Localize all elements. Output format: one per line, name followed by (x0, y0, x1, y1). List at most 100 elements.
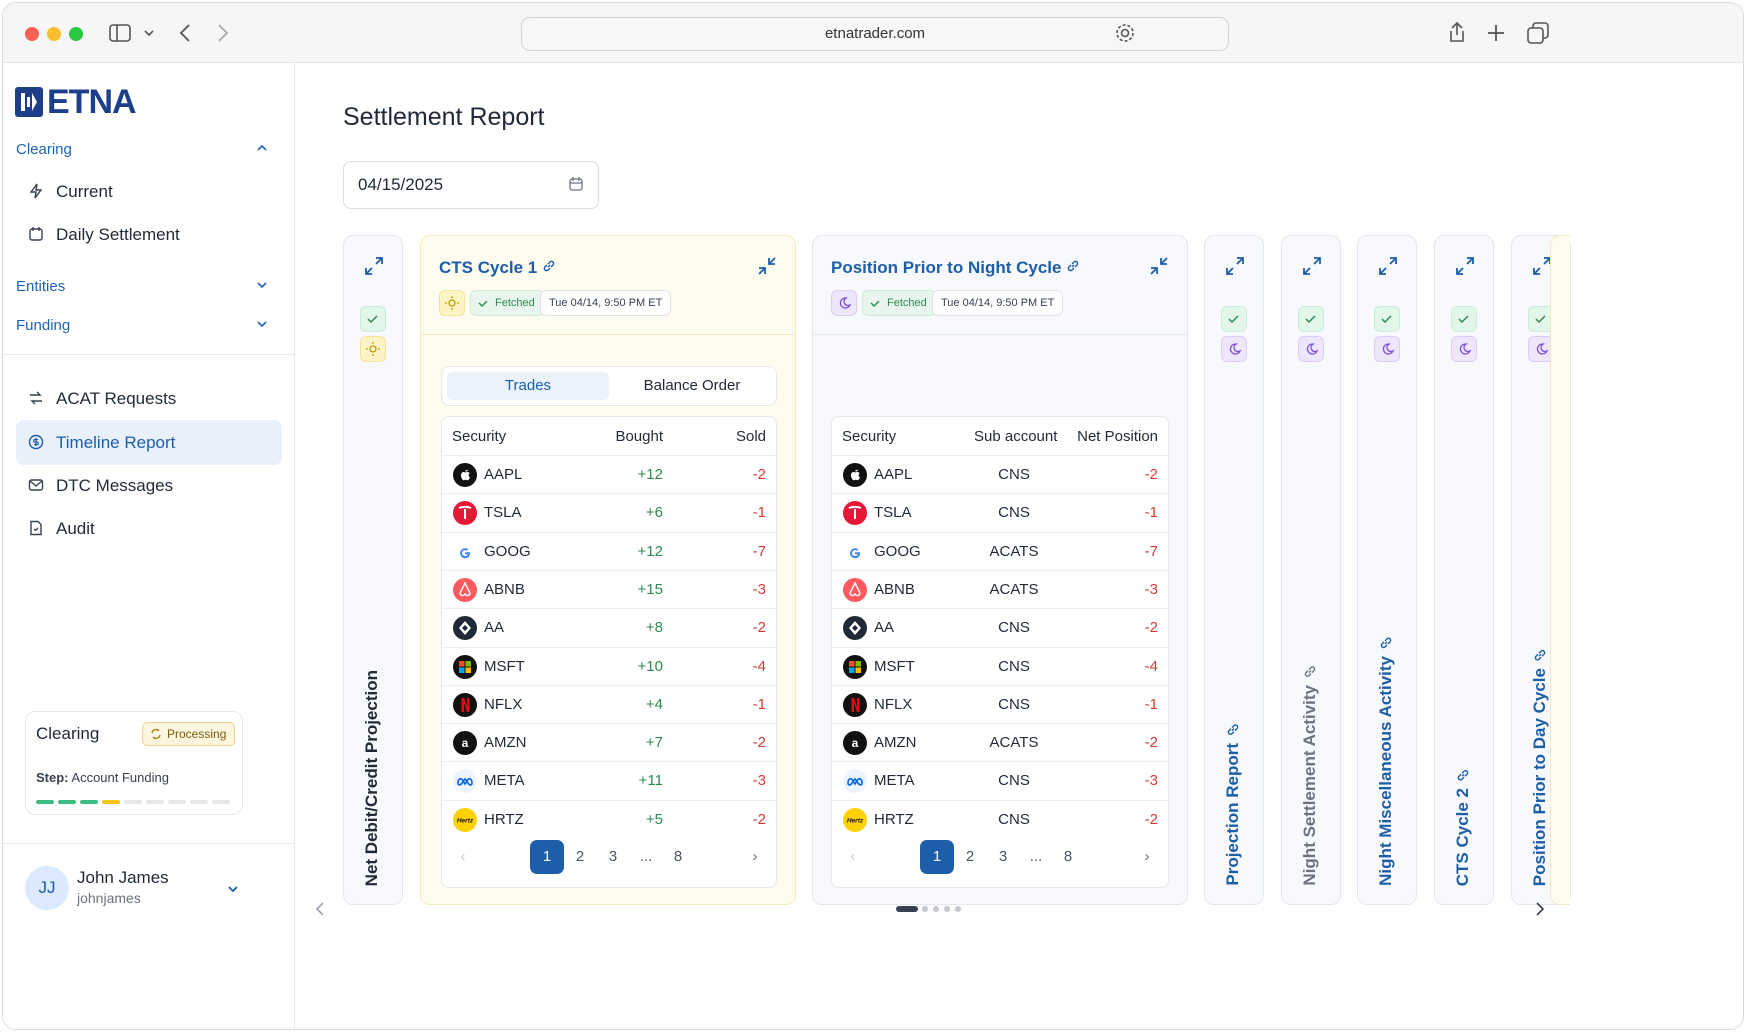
table-cell: TSLA (484, 504, 522, 522)
timestamp-badge: Tue 04/14, 9:50 PM ET (932, 290, 1064, 316)
table-header-row: Security Bought Sold (442, 417, 776, 455)
table-row: ABNB +15 -3 (442, 569, 776, 609)
table-cell: -2 (1144, 734, 1158, 752)
panel-title[interactable]: Position Prior to Night Cycle (831, 258, 1080, 278)
chevron-down-icon (257, 321, 267, 328)
sidebar-item-daily-settlement[interactable]: Daily Settlement (16, 212, 282, 257)
column-header: Security (452, 428, 507, 445)
check-icon (1228, 315, 1239, 324)
date-picker[interactable]: 04/15/2025 (343, 161, 599, 209)
sidebar-item-current[interactable]: Current (16, 169, 282, 214)
calendar-icon (569, 177, 583, 191)
sidebar-item-dtc-messages[interactable]: DTC Messages (16, 463, 282, 508)
abnb-logo-icon (843, 577, 867, 602)
goog-logo-icon (843, 539, 867, 564)
page-button[interactable]: 2 (965, 848, 975, 865)
back-icon[interactable] (179, 23, 191, 43)
status-badge-label: Processing (167, 727, 227, 741)
status-step-value: Account Funding (71, 770, 169, 785)
scroll-right-icon[interactable] (1534, 901, 1546, 917)
prev-page-button[interactable]: ‹ (850, 848, 856, 865)
fetched-status-badge: Fetched (470, 290, 544, 316)
close-window-button[interactable] (25, 27, 39, 41)
night-cycle-badge (1374, 336, 1401, 362)
collapsed-panel[interactable]: CTS Cycle 2 (1434, 235, 1495, 905)
chevron-down-icon[interactable] (143, 28, 155, 38)
tabs-overview-icon[interactable] (1527, 22, 1549, 44)
collapsed-panel-title-text: Projection Report (1223, 743, 1242, 886)
aa-logo-icon (453, 616, 477, 641)
table-cell: -1 (752, 504, 766, 522)
expand-icon[interactable] (1532, 256, 1552, 276)
collapsed-panel-net-debit-credit[interactable]: Net Debit/Credit Projection (343, 235, 403, 905)
sidebar: ETNA Clearing Current Daily Settlement E… (3, 63, 295, 1029)
next-page-button[interactable]: › (752, 848, 758, 865)
check-icon (870, 300, 880, 307)
scroll-left-icon[interactable] (314, 901, 326, 917)
table-row: TSLA CNS -1 (832, 493, 1168, 532)
tab-balance-order[interactable]: Balance Order (643, 377, 741, 394)
collapsed-panel-title-text: Position Prior to Day Cycle (1529, 667, 1549, 886)
table-cell: -4 (752, 657, 766, 675)
expand-icon[interactable] (1225, 256, 1245, 276)
expand-icon[interactable] (364, 256, 384, 276)
share-icon[interactable] (1447, 21, 1467, 43)
address-bar[interactable]: etnatrader.com (521, 17, 1229, 51)
sidebar-item-audit[interactable]: Audit (16, 506, 282, 551)
collapsed-panel-title-text: CTS Cycle 2 (1453, 787, 1473, 886)
minimize-window-button[interactable] (47, 27, 61, 41)
fetched-badge (1297, 306, 1324, 332)
page-button[interactable]: 1 (530, 840, 564, 874)
expand-icon[interactable] (1378, 256, 1398, 276)
link-icon (1453, 768, 1473, 782)
section-entities[interactable]: Entities (16, 278, 282, 295)
collapse-icon[interactable] (1149, 256, 1169, 276)
day-cycle-badge (360, 336, 386, 362)
fetched-badge (1451, 306, 1478, 332)
sidebar-item-timeline-report[interactable]: Timeline Report (16, 420, 282, 465)
table-cell: META (874, 772, 915, 790)
table-row: META +11 -3 (442, 761, 776, 800)
collapsed-panel[interactable]: Night Miscellaneous Activity (1357, 235, 1418, 905)
table-row: GOOG ACATS -7 (832, 531, 1168, 571)
table-cell: -2 (1144, 810, 1158, 828)
page-button[interactable]: 3 (998, 848, 1008, 865)
collapsed-panel[interactable]: Night Settlement Activity (1280, 235, 1341, 905)
tab-trades[interactable]: Trades (447, 372, 609, 400)
page-button[interactable]: 8 (1063, 848, 1073, 865)
table-cell: -4 (1144, 657, 1158, 675)
table-row: NFLX CNS -1 (832, 684, 1168, 724)
page-button[interactable]: 3 (608, 848, 618, 865)
next-page-button[interactable]: › (1144, 848, 1150, 865)
section-funding[interactable]: Funding (16, 317, 282, 334)
table-header-row: Security Sub account Net Position (832, 417, 1168, 455)
panel-title[interactable]: CTS Cycle 1 (439, 258, 556, 278)
page-button[interactable]: 8 (673, 848, 683, 865)
tsla-logo-icon (843, 501, 867, 526)
sidebar-item-acat-requests[interactable]: ACAT Requests (16, 376, 282, 421)
fetched-label: Fetched (887, 297, 927, 309)
page-ellipsis: ... (1029, 848, 1043, 865)
section-clearing[interactable]: Clearing (16, 141, 282, 158)
site-settings-icon[interactable] (1115, 23, 1135, 43)
svg-text:a: a (852, 736, 859, 750)
maximize-window-button[interactable] (69, 27, 83, 41)
table-cell: NFLX (484, 695, 523, 713)
chevron-down-icon[interactable] (227, 884, 239, 894)
new-tab-icon[interactable] (1487, 24, 1505, 42)
table-cell: -2 (752, 810, 766, 828)
collapsed-panel[interactable]: Projection Report (1204, 235, 1264, 905)
page-button[interactable]: 2 (575, 848, 585, 865)
table-row: AAPL CNS -2 (832, 455, 1168, 494)
progress-segment (168, 800, 186, 804)
forward-icon[interactable] (217, 23, 229, 43)
user-menu[interactable]: JJ John James johnjames (3, 843, 295, 1029)
prev-page-button[interactable]: ‹ (460, 848, 466, 865)
msft-logo-icon (843, 654, 867, 679)
page-button[interactable]: 1 (920, 840, 954, 874)
sidebar-toggle-icon[interactable] (109, 24, 131, 42)
expand-icon[interactable] (1455, 256, 1475, 276)
expand-icon[interactable] (1302, 256, 1322, 276)
collapse-icon[interactable] (757, 256, 777, 276)
